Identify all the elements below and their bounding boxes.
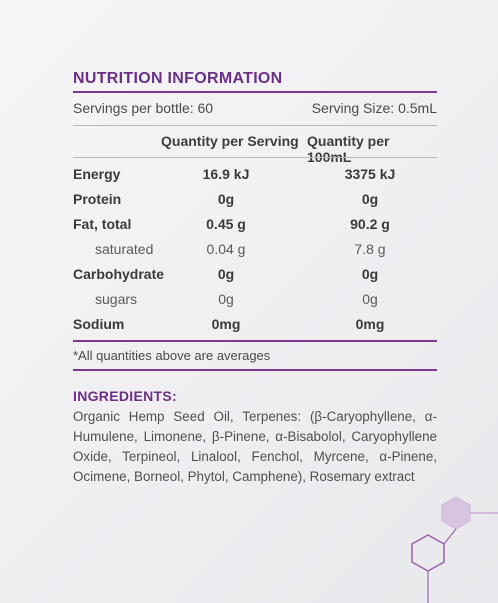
title-divider xyxy=(73,91,437,93)
servings-per-bottle: Servings per bottle: 60 xyxy=(73,100,214,116)
header-divider xyxy=(73,157,437,158)
row-label: sugars xyxy=(95,291,138,307)
per-100ml-value: 90.2 g xyxy=(350,216,390,232)
per-serving-value: 16.9 kJ xyxy=(202,166,250,182)
per-100ml-value: 0g xyxy=(361,191,379,207)
row-label: Fat, total xyxy=(73,216,132,232)
per-serving-value: 0g xyxy=(217,266,235,282)
serving-divider xyxy=(73,125,437,126)
per-serving-value: 0.45 g xyxy=(206,216,246,232)
serving-size: Serving Size: 0.5mL xyxy=(311,100,437,116)
table-row: saturated 0.04 g 7.8 g xyxy=(73,241,437,265)
per-100ml-value: 3375 kJ xyxy=(344,166,396,182)
table-row: Protein 0g 0g xyxy=(73,191,437,215)
table-row: Carbohydrate 0g 0g xyxy=(73,266,437,290)
column-header-per-100ml: Quantity per 100mL xyxy=(307,133,390,165)
averages-footnote: *All quantities above are averages xyxy=(73,348,271,363)
per-100ml-value: 0mg xyxy=(355,316,385,332)
footnote-divider xyxy=(73,369,437,371)
hexagon-molecule-icon xyxy=(411,496,498,603)
per-serving-value: 0mg xyxy=(211,316,241,332)
serving-info: Servings per bottle: 60 Serving Size: 0.… xyxy=(73,100,437,116)
row-label: saturated xyxy=(95,241,154,257)
per-100ml-value: 0g xyxy=(361,266,379,282)
table-row: Fat, total 0.45 g 90.2 g xyxy=(73,216,437,240)
per-serving-value: 0g xyxy=(217,191,235,207)
table-row: Sodium 0mg 0mg xyxy=(73,316,437,340)
table-row: sugars 0g 0g xyxy=(73,291,437,315)
ingredients-text: Organic Hemp Seed Oil, Terpenes: (β-Cary… xyxy=(73,409,437,484)
per-100ml-value: 7.8 g xyxy=(354,241,386,257)
per-serving-value: 0.04 g xyxy=(206,241,246,257)
per-serving-value: 0g xyxy=(218,291,234,307)
table-bottom-divider xyxy=(73,340,437,342)
row-label: Protein xyxy=(73,191,122,207)
ingredients-title: INGREDIENTS: xyxy=(73,388,177,404)
row-label: Carbohydrate xyxy=(73,266,165,282)
row-label: Energy xyxy=(73,166,121,182)
column-header-per-serving: Quantity per Serving xyxy=(161,133,299,149)
nutrition-title: NUTRITION INFORMATION xyxy=(73,70,283,87)
per-100ml-value: 0g xyxy=(362,291,378,307)
table-row: Energy 16.9 kJ 3375 kJ xyxy=(73,166,437,190)
row-label: Sodium xyxy=(73,316,125,332)
